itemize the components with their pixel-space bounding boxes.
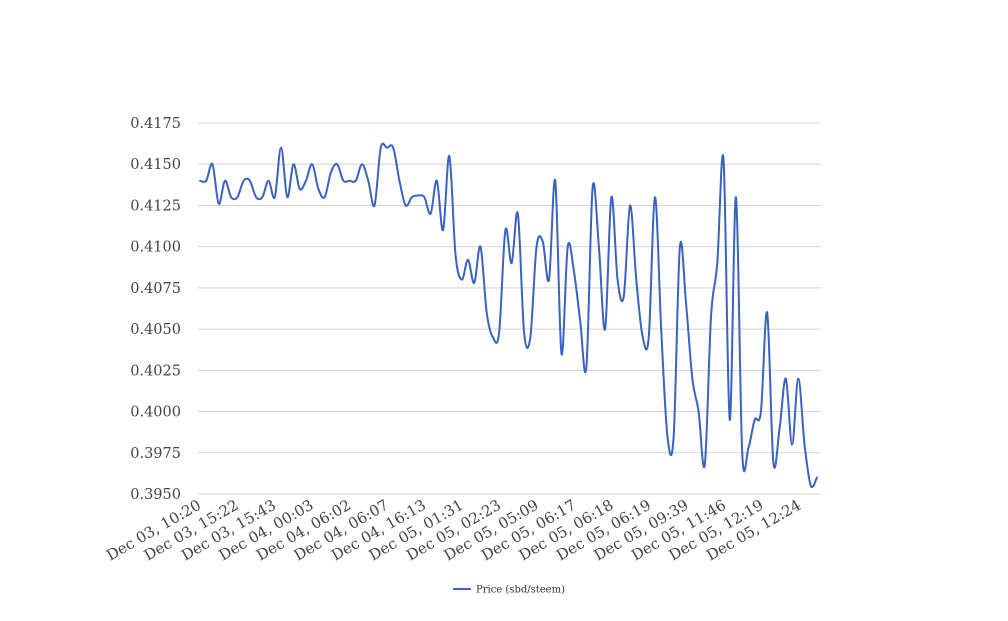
- y-tick-label: 0.4125: [130, 198, 181, 214]
- y-tick-label: 0.4050: [130, 322, 181, 338]
- series-line-price: [199, 142, 818, 489]
- y-tick-label: 0.4075: [130, 281, 181, 297]
- gridlines: [198, 122, 821, 495]
- y-axis-tick-labels: 0.4175 0.4150 0.4125 0.4100 0.4075 0.4050 0.40…: [130, 116, 181, 503]
- y-tick-label: 0.3950: [130, 487, 181, 503]
- y-tick-label: 0.4175: [130, 116, 181, 132]
- y-tick-label: 0.4150: [130, 157, 181, 173]
- series-layer: [199, 142, 818, 489]
- y-tick-label: 0.4100: [130, 240, 181, 256]
- legend-label: Price (sbd/steem): [476, 585, 565, 596]
- y-tick-label: 0.4025: [130, 363, 181, 379]
- legend: Price (sbd/steem): [453, 585, 565, 596]
- y-tick-label: 0.3975: [130, 446, 181, 462]
- y-tick-label: 0.4000: [130, 405, 181, 421]
